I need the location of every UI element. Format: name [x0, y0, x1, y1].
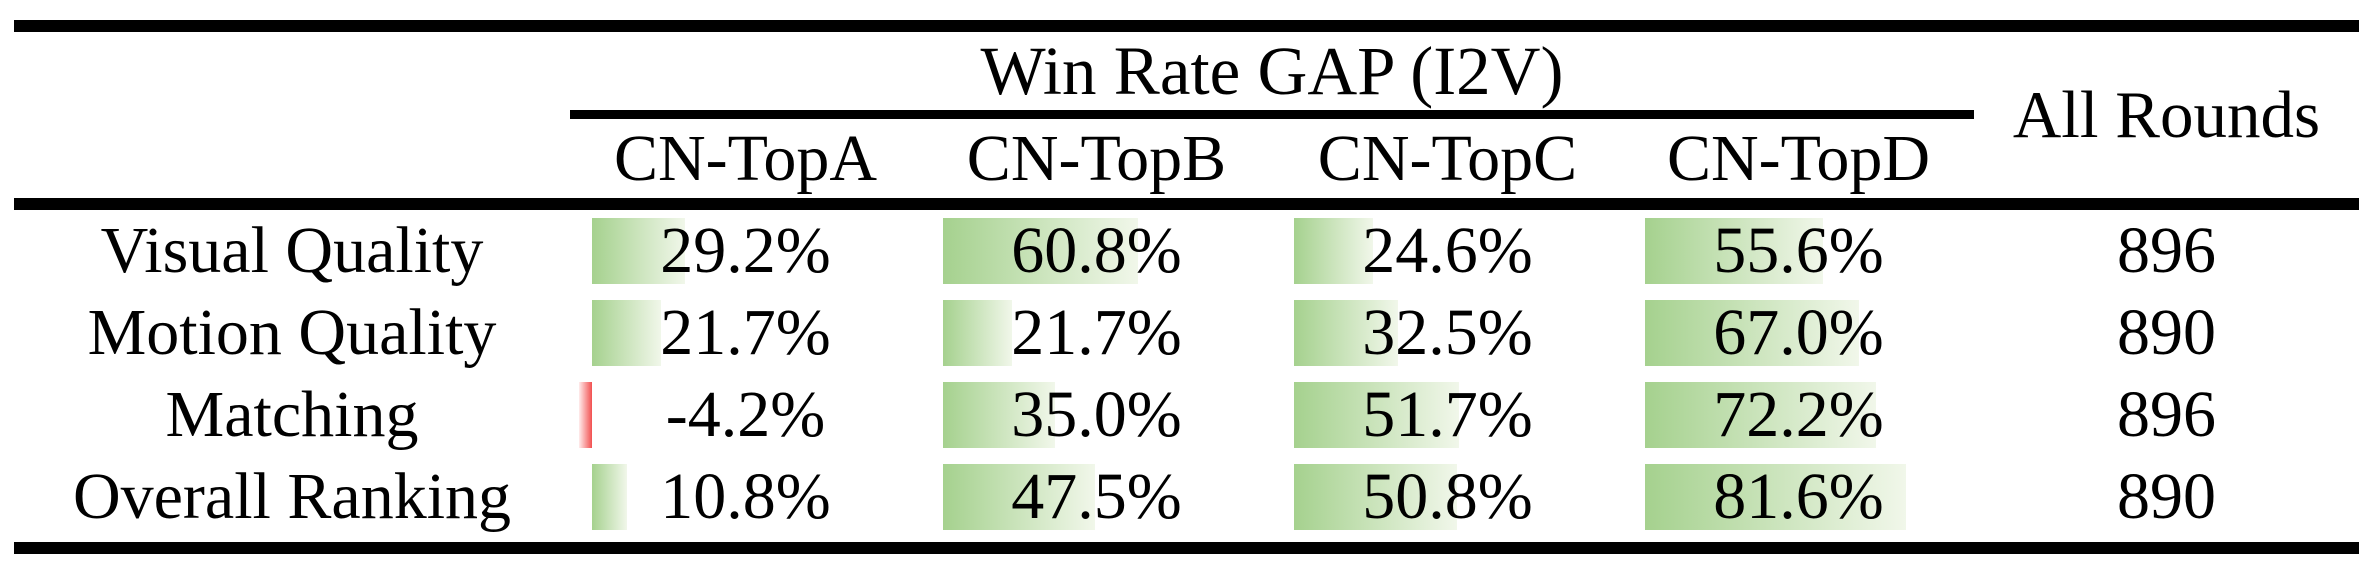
- data-bar: [592, 218, 686, 284]
- all-rounds-value: 896: [2117, 378, 2216, 451]
- data-bar: [1294, 382, 1460, 448]
- data-bar: [1294, 464, 1457, 530]
- all-rounds-value: 890: [2117, 296, 2216, 369]
- table-cell: 81.6%: [1623, 464, 1974, 530]
- cell-value: 24.6%: [1362, 214, 1533, 287]
- win-rate-table: Win Rate GAP (I2V) CN-TopA CN-TopB CN-To…: [14, 20, 2359, 554]
- table-cell: 72.2%: [1623, 382, 1974, 448]
- bottom-rule: [14, 542, 2359, 554]
- header-body-rule: [14, 198, 2359, 210]
- data-bar: [1294, 300, 1398, 366]
- cell-value: 21.7%: [660, 296, 831, 369]
- cell-value: -4.2%: [665, 378, 826, 451]
- header-spacer: [14, 32, 570, 119]
- cell-value: 21.7%: [1011, 296, 1182, 369]
- cell-value: 32.5%: [1362, 296, 1533, 369]
- column-header-all-rounds: All Rounds: [2012, 77, 2321, 152]
- table-row: Visual Quality 29.2% 60.8% 24.6% 55.6% 8…: [14, 210, 2359, 292]
- cell-value: 51.7%: [1362, 378, 1533, 451]
- data-bar: [943, 300, 1013, 366]
- column-header-cn-topb: CN-TopB: [966, 121, 1227, 195]
- cell-value: 47.5%: [1011, 460, 1182, 533]
- column-header-cn-topd: CN-TopD: [1666, 121, 1931, 195]
- table-cell: 47.5%: [921, 464, 1272, 530]
- all-rounds-value: 890: [2117, 460, 2216, 533]
- cell-value: 10.8%: [660, 460, 831, 533]
- table-row: Motion Quality 21.7% 21.7% 32.5% 67.0% 8…: [14, 292, 2359, 374]
- table-cell: 67.0%: [1623, 300, 1974, 366]
- table-cell: -4.2%: [570, 382, 921, 448]
- cell-value: 60.8%: [1011, 214, 1182, 287]
- data-bar: [1645, 382, 1877, 448]
- data-bar: [1294, 218, 1373, 284]
- data-bar: [943, 218, 1138, 284]
- table-cell: 21.7%: [921, 300, 1272, 366]
- group-header-cell: Win Rate GAP (I2V): [570, 32, 1974, 119]
- cell-value: 55.6%: [1713, 214, 1884, 287]
- data-bar: [1645, 464, 1907, 530]
- row-label: Visual Quality: [100, 214, 484, 287]
- column-header-cn-topa: CN-TopA: [613, 121, 878, 195]
- data-bar: [943, 464, 1095, 530]
- table-cell: 24.6%: [1272, 218, 1623, 284]
- cell-value: 35.0%: [1011, 378, 1182, 451]
- cell-value: 29.2%: [660, 214, 831, 287]
- row-label: Matching: [165, 378, 419, 451]
- table-cell: 50.8%: [1272, 464, 1623, 530]
- data-bar: [943, 382, 1055, 448]
- cell-value: 81.6%: [1713, 460, 1884, 533]
- table-cell: 21.7%: [570, 300, 921, 366]
- data-bar: [592, 300, 662, 366]
- all-rounds-value: 896: [2117, 214, 2216, 287]
- cell-value: 50.8%: [1362, 460, 1533, 533]
- table-cell: 29.2%: [570, 218, 921, 284]
- group-header-label: Win Rate GAP (I2V): [980, 32, 1564, 109]
- table-row: Matching -4.2% 35.0% 51.7% 72.2% 896: [14, 374, 2359, 456]
- header-row-group: Win Rate GAP (I2V): [14, 32, 2359, 119]
- table-row: Overall Ranking 10.8% 47.5% 50.8% 81.6% …: [14, 456, 2359, 538]
- table-cell: 32.5%: [1272, 300, 1623, 366]
- table-cell: 35.0%: [921, 382, 1272, 448]
- table-cell: 51.7%: [1272, 382, 1623, 448]
- cell-value: 72.2%: [1713, 378, 1884, 451]
- data-bar: [1645, 300, 1860, 366]
- data-bar: [1645, 218, 1823, 284]
- column-header-cn-topc: CN-TopC: [1317, 121, 1578, 195]
- table-cell: 60.8%: [921, 218, 1272, 284]
- row-label: Overall Ranking: [72, 460, 512, 533]
- table-cell: 55.6%: [1623, 218, 1974, 284]
- table-header: Win Rate GAP (I2V) CN-TopA CN-TopB CN-To…: [14, 32, 2359, 198]
- cell-value: 67.0%: [1713, 296, 1884, 369]
- row-label: Motion Quality: [87, 296, 497, 369]
- data-bar: [592, 464, 627, 530]
- top-rule: [14, 20, 2359, 32]
- header-row-columns: CN-TopA CN-TopB CN-TopC CN-TopD: [14, 119, 2359, 198]
- data-bar: [578, 382, 592, 448]
- table-cell: 10.8%: [570, 464, 921, 530]
